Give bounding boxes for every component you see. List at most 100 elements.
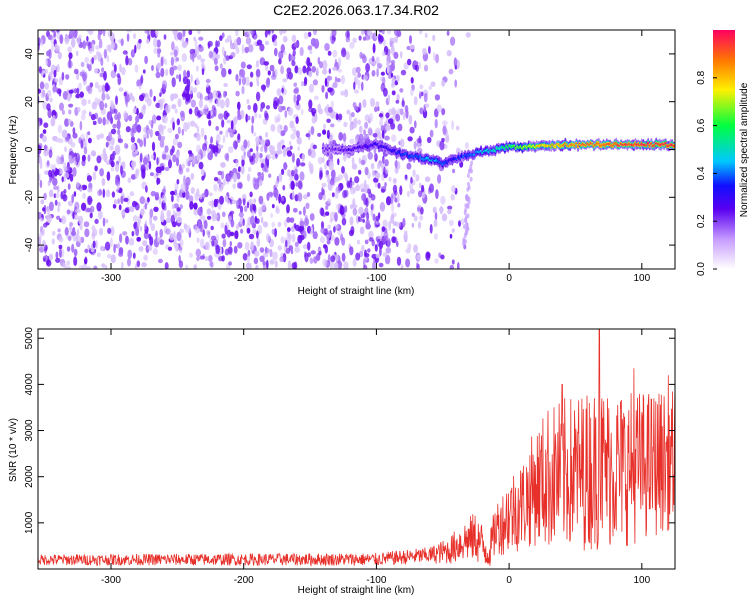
noise-cell	[284, 110, 288, 118]
noise-cell	[141, 262, 147, 268]
noise-cell	[333, 226, 336, 233]
noise-cell	[321, 85, 325, 93]
noise-cell	[447, 208, 452, 215]
noise-cell	[237, 114, 242, 121]
noise-cell	[228, 68, 232, 75]
noise-cell	[260, 84, 267, 91]
noise-cell	[397, 193, 400, 204]
noise-cell	[343, 205, 348, 213]
noise-cell	[213, 198, 218, 208]
noise-cell	[320, 221, 325, 230]
noise-cell	[217, 144, 224, 149]
noise-cell	[117, 242, 120, 249]
noise-cell	[413, 96, 418, 106]
noise-cell	[143, 231, 149, 240]
noise-cell	[364, 114, 370, 122]
noise-cell	[80, 61, 85, 68]
noise-cell	[251, 115, 255, 124]
noise-cell	[84, 207, 90, 213]
noise-cell	[294, 246, 301, 253]
noise-cell	[353, 89, 360, 94]
noise-cell	[134, 149, 138, 155]
noise-cell	[51, 231, 56, 236]
noise-cell	[413, 215, 418, 222]
noise-cell	[174, 108, 178, 114]
noise-cell	[358, 102, 362, 112]
noise-cell	[456, 125, 460, 131]
noise-cell	[324, 77, 328, 87]
noise-cell	[94, 81, 99, 89]
noise-cell	[281, 87, 284, 94]
noise-cell	[132, 95, 135, 103]
noise-cell	[196, 256, 200, 262]
noise-cell	[250, 241, 255, 252]
noise-cell	[155, 71, 161, 79]
noise-cell	[56, 63, 60, 73]
noise-cell	[407, 190, 410, 198]
noise-cell	[264, 112, 269, 121]
noise-cell	[224, 38, 229, 43]
noise-cell	[337, 57, 342, 67]
noise-cell	[170, 56, 174, 67]
noise-cell	[446, 50, 452, 57]
y-tick-label: 5000	[24, 327, 35, 350]
noise-cell	[208, 98, 213, 104]
noise-cell	[301, 80, 304, 87]
noise-cell	[317, 56, 321, 65]
noise-cell	[290, 226, 295, 232]
noise-cell	[60, 154, 64, 162]
noise-cell	[73, 214, 79, 220]
noise-cell	[283, 51, 287, 55]
noise-cell	[280, 139, 285, 145]
noise-cell	[213, 183, 218, 192]
noise-cell	[267, 30, 271, 35]
noise-cell	[67, 60, 73, 69]
noise-cell	[326, 129, 330, 139]
noise-cell	[370, 208, 374, 217]
noise-cell	[210, 261, 214, 268]
noise-cell	[359, 183, 365, 190]
noise-cell	[221, 211, 226, 218]
noise-cell	[268, 173, 272, 178]
noise-cell	[169, 148, 174, 156]
noise-cell	[235, 224, 239, 230]
noise-cell	[233, 115, 239, 123]
noise-cell	[324, 163, 328, 170]
noise-cell	[358, 35, 362, 41]
noise-cell	[358, 169, 362, 175]
noise-cell	[296, 94, 301, 102]
noise-cell	[370, 97, 375, 107]
noise-cell	[40, 217, 43, 223]
noise-cell	[446, 30, 450, 36]
noise-cell	[312, 231, 318, 240]
noise-cell	[107, 254, 112, 259]
noise-cell	[355, 184, 361, 192]
noise-cell	[102, 30, 106, 37]
noise-cell	[297, 146, 300, 152]
noise-cell	[255, 264, 259, 269]
noise-cell	[256, 230, 259, 239]
noise-cell	[390, 62, 395, 71]
noise-cell	[451, 120, 454, 130]
noise-cell	[208, 110, 211, 119]
noise-cell	[61, 71, 65, 81]
noise-cell	[111, 191, 116, 198]
noise-cell	[390, 194, 394, 205]
noise-cell	[53, 30, 57, 38]
noise-cell	[312, 79, 318, 86]
noise-cell	[287, 71, 293, 80]
noise-cell	[326, 118, 331, 124]
noise-cell	[110, 254, 117, 264]
noise-cell	[202, 149, 206, 158]
noise-cell	[67, 46, 72, 53]
noise-cell	[413, 244, 418, 253]
noise-cell	[138, 246, 144, 252]
noise-cell	[394, 190, 398, 196]
noise-cell	[441, 108, 446, 116]
noise-cell	[309, 257, 314, 265]
noise-cell	[46, 160, 50, 167]
noise-cell	[322, 129, 327, 135]
noise-cell	[188, 85, 194, 95]
noise-cell	[265, 40, 269, 46]
noise-cell	[259, 153, 263, 159]
